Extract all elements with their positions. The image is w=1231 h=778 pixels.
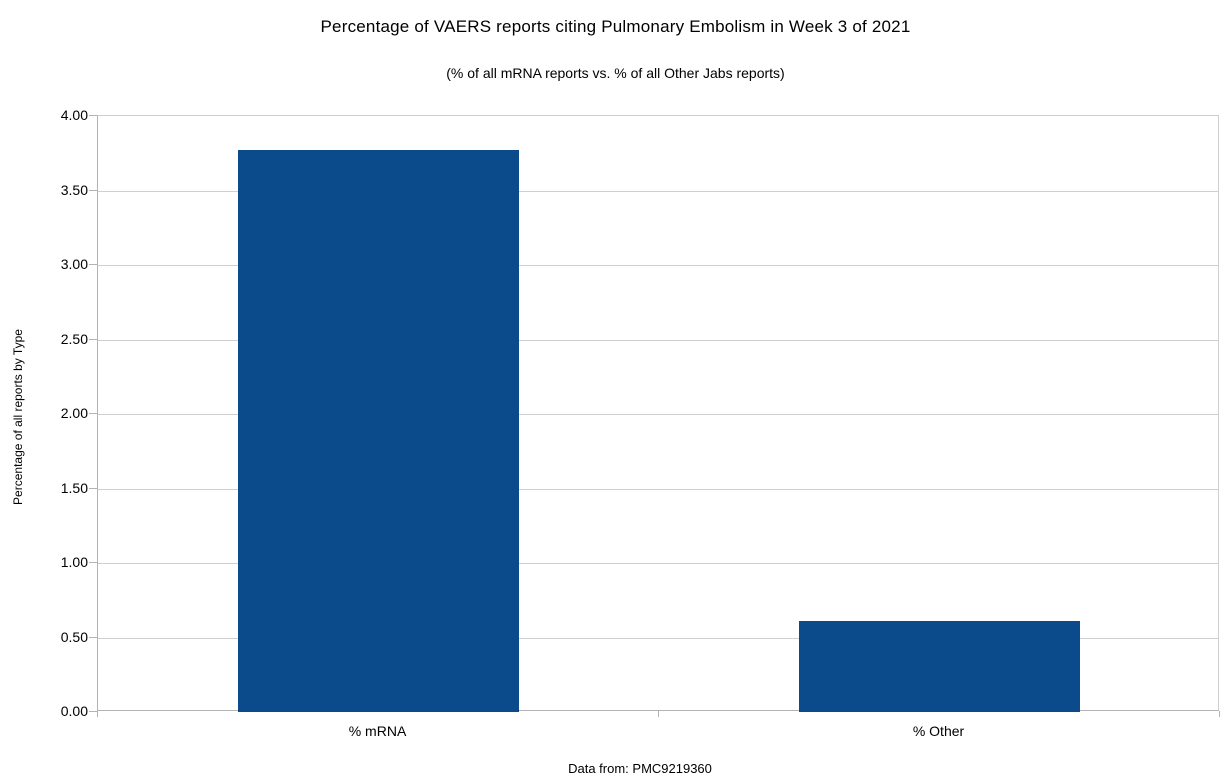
y-tick-label: 4.00 (60, 107, 88, 123)
y-tick-mark (89, 711, 97, 712)
y-tick-mark (89, 189, 97, 191)
gridline (98, 637, 1218, 639)
y-tick-mark (89, 264, 97, 265)
gridline (98, 563, 1218, 564)
gridline (98, 339, 1218, 341)
x-tick-mark (97, 711, 98, 717)
y-tick-mark (89, 562, 97, 563)
y-tick-label: 3.50 (60, 181, 88, 198)
y-tick-label: 2.50 (60, 330, 88, 347)
chart-subtitle: (% of all mRNA reports vs. % of all Othe… (446, 65, 785, 81)
y-tick-mark (89, 487, 97, 489)
y-tick-label: 1.50 (60, 479, 88, 496)
y-tick-label: 1.00 (60, 554, 88, 570)
y-tick-label: 0.50 (60, 628, 88, 645)
x-tick-mark (658, 711, 659, 717)
plot-area (97, 115, 1219, 712)
bar-% mRNA (238, 150, 519, 712)
bar-% Other (799, 621, 1080, 712)
data-source-note: Data from: PMC9219360 (568, 761, 712, 776)
y-tick-mark (89, 636, 97, 638)
y-tick-label: 2.00 (60, 405, 88, 421)
gridline (98, 488, 1218, 490)
x-category-label: % mRNA (348, 723, 407, 739)
chart-title: Percentage of VAERS reports citing Pulmo… (320, 17, 911, 36)
gridline (98, 190, 1218, 192)
y-tick-label: 3.00 (60, 256, 88, 272)
gridline (98, 265, 1218, 266)
y-tick-mark (89, 338, 97, 340)
y-tick-mark (89, 413, 97, 414)
x-category-label: % Other (912, 723, 965, 739)
y-tick-label: 0.00 (60, 703, 88, 719)
y-tick-mark (89, 115, 97, 116)
x-tick-mark (1219, 711, 1220, 717)
gridline (98, 414, 1218, 415)
